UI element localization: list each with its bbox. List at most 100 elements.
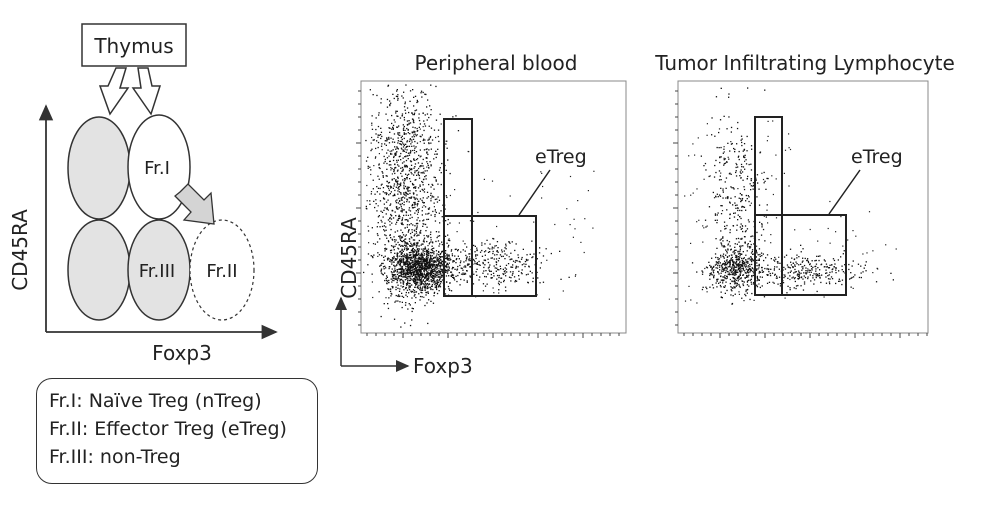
event-dot: [484, 259, 487, 262]
event-dot: [402, 149, 404, 151]
event-dot: [404, 269, 406, 271]
event-dot: [421, 264, 423, 266]
event-dot: [885, 244, 887, 246]
event-dot: [439, 268, 441, 270]
event-dot: [743, 206, 746, 208]
event-dot: [472, 283, 475, 285]
schematic: Thymus CD45RA Foxp3 Fr.I Fr.II Fr.III: [8, 23, 278, 365]
event-dot: [414, 206, 416, 208]
event-dot: [430, 276, 433, 278]
event-dot: [482, 261, 484, 264]
event-dot: [402, 260, 404, 262]
event-dot: [502, 255, 504, 257]
event-dot: [717, 278, 719, 280]
event-dot: [397, 97, 399, 100]
event-dot: [784, 297, 786, 299]
event-dot: [416, 276, 418, 278]
event-dot: [743, 188, 746, 191]
event-dot: [759, 271, 761, 273]
event-dot: [574, 228, 576, 230]
event-dot: [433, 280, 435, 282]
event-dot: [734, 148, 736, 151]
event-dot: [725, 263, 727, 266]
event-dot: [445, 269, 447, 272]
event-dot: [393, 185, 395, 187]
event-dot: [391, 285, 393, 288]
event-dot: [729, 264, 731, 266]
event-dot: [418, 262, 420, 264]
flow-panel-tumor-infiltrating: Tumor Infiltrating Lymphocyte eTreg: [654, 51, 955, 338]
event-dot: [734, 151, 736, 153]
event-dot: [752, 185, 754, 187]
event-dot: [434, 210, 436, 212]
event-dot: [460, 267, 462, 269]
event-dot: [737, 250, 739, 253]
event-dot: [419, 282, 421, 284]
event-dot: [426, 166, 428, 168]
event-dot: [383, 155, 385, 158]
event-dot: [435, 282, 437, 284]
event-dot: [747, 243, 749, 245]
event-dot: [426, 291, 428, 294]
event-dot: [428, 267, 430, 269]
event-dot: [696, 221, 698, 223]
event-dot: [741, 166, 743, 168]
event-dot: [419, 276, 421, 279]
event-dot: [413, 204, 416, 206]
event-dot: [402, 274, 404, 276]
event-dot: [492, 272, 495, 274]
event-dot: [793, 258, 795, 261]
event-dot: [433, 282, 435, 284]
event-dot: [710, 265, 712, 268]
event-dot: [465, 257, 468, 259]
event-dot: [726, 128, 728, 130]
event-dot: [401, 240, 404, 243]
event-dot: [411, 173, 413, 175]
event-dot: [416, 269, 418, 272]
event-dot: [406, 270, 409, 272]
event-dot: [751, 249, 754, 251]
event-dot: [423, 287, 426, 289]
event-dot: [398, 272, 400, 274]
event-dot: [705, 266, 708, 268]
event-dot: [728, 266, 731, 268]
event-dot: [745, 194, 747, 197]
event-dot: [419, 165, 422, 167]
event-dot: [432, 268, 434, 270]
event-dot: [397, 186, 400, 188]
event-dot: [409, 275, 412, 277]
event-dot: [413, 271, 415, 273]
event-dot: [453, 277, 455, 279]
event-dot: [721, 245, 723, 247]
event-dot: [750, 252, 753, 254]
event-dot: [425, 261, 428, 263]
event-dot: [395, 186, 397, 188]
event-dot: [733, 147, 735, 150]
event-dot: [468, 256, 471, 258]
event-dot: [434, 198, 436, 201]
event-dot: [463, 279, 465, 281]
event-dot: [429, 267, 431, 269]
event-dot: [736, 143, 738, 145]
event-dot: [852, 230, 854, 232]
event-dot: [418, 265, 420, 267]
event-dot: [385, 175, 387, 177]
event-dot: [418, 239, 420, 242]
event-dot: [427, 267, 429, 269]
event-dot: [395, 152, 397, 155]
event-dot: [790, 264, 793, 266]
event-dot: [493, 258, 495, 260]
event-dot: [388, 181, 391, 184]
event-dot: [431, 258, 433, 261]
event-dot: [423, 254, 425, 256]
event-dot: [434, 214, 436, 216]
event-dot: [520, 258, 523, 260]
event-dot: [439, 270, 442, 273]
event-dot: [414, 127, 416, 129]
event-dot: [395, 286, 397, 288]
event-dot: [467, 150, 469, 153]
event-dot: [739, 192, 741, 195]
event-dot: [473, 259, 475, 261]
legend-line-fr-iii: Fr.III: non-Treg: [49, 446, 181, 468]
event-dot: [439, 265, 441, 267]
